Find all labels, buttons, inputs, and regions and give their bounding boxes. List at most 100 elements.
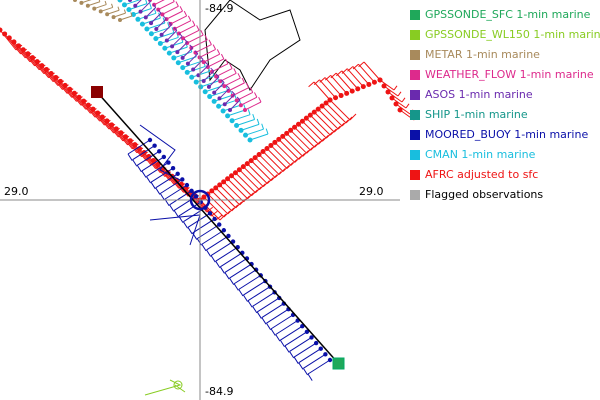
observation-dot: [127, 138, 133, 144]
observation-dot: [6, 35, 12, 41]
wind-barb-flag: [247, 192, 254, 200]
wind-barb: [220, 252, 243, 268]
wind-barb: [164, 184, 188, 200]
observation-dot: [393, 101, 399, 107]
wind-barb: [290, 129, 311, 151]
wind-barb: [132, 145, 155, 161]
wind-barb: [231, 114, 251, 122]
wind-barb-flag: [270, 174, 278, 181]
wind-barb-flag: [405, 103, 410, 109]
wind-barb: [240, 123, 260, 131]
observation-dot: [144, 26, 150, 32]
wind-barb: [211, 63, 229, 73]
wind-barb: [219, 88, 230, 99]
legend-swatch: [410, 90, 420, 100]
observation-dot: [30, 55, 36, 61]
observation-dot: [148, 31, 154, 37]
observation-dot: [149, 21, 154, 26]
wind-barb-flag: [224, 272, 230, 280]
wind-barb: [352, 66, 370, 85]
wind-barb-flag: [172, 0, 175, 2]
observation-dot: [157, 40, 163, 46]
wind-barb: [196, 224, 220, 240]
wind-barb: [298, 348, 322, 364]
wind-barb-flag: [298, 362, 304, 370]
observation-dot: [344, 90, 350, 96]
wind-barb: [171, 35, 183, 47]
observation-dot: [147, 137, 153, 143]
wind-barb-flag: [229, 63, 233, 69]
observation-dot: [53, 74, 59, 80]
observation-dot: [213, 185, 219, 191]
observation-dot: [222, 84, 227, 89]
wind-barb-flag: [302, 150, 310, 157]
wind-barb-flag: [229, 277, 235, 285]
wind-barb-flag: [319, 77, 326, 83]
wind-barb: [229, 263, 252, 279]
wind-barb: [298, 123, 319, 145]
wind-barb: [280, 325, 303, 341]
wind-barb-flag: [219, 266, 225, 274]
wind-barb: [258, 154, 280, 175]
wind-barb: [151, 27, 170, 35]
wind-barb-flag: [187, 227, 193, 235]
wind-barb: [207, 193, 229, 215]
observation-dot: [20, 47, 26, 53]
observation-dot: [225, 113, 231, 119]
wind-barb-flag: [204, 34, 208, 41]
wind-barb-flag: [286, 162, 294, 169]
wind-barb: [209, 90, 228, 98]
wind-barb-flag: [162, 15, 167, 20]
observation-dot: [184, 182, 190, 188]
wind-barb-flag: [262, 180, 270, 188]
wind-barb-flag: [196, 238, 202, 246]
wind-barb-flag: [159, 193, 165, 201]
wind-barb-flag: [236, 96, 241, 101]
wind-barb-flag: [136, 165, 142, 173]
wind-barb: [219, 184, 241, 206]
wind-barb-flag: [210, 255, 216, 263]
wind-barb-flag: [358, 61, 365, 68]
observation-dot: [280, 133, 286, 139]
observation-dot: [85, 102, 91, 108]
observation-dot: [113, 126, 119, 132]
observation-dot: [135, 16, 141, 22]
wind-barb: [182, 61, 201, 69]
wind-barb-flag: [243, 195, 250, 203]
legend-swatch: [410, 110, 420, 120]
observation-dot: [166, 50, 172, 56]
observation-dot: [157, 149, 162, 154]
wind-barb: [106, 9, 120, 15]
observation-dot: [304, 329, 310, 334]
wind-barb-flag: [341, 68, 348, 74]
wind-barb: [200, 80, 219, 88]
observation-dot: [206, 84, 211, 89]
wind-barb: [187, 65, 206, 73]
observation-dot: [152, 143, 157, 148]
legend-swatch: [410, 50, 420, 60]
wind-barb-flag: [210, 67, 215, 72]
wind-barb-flag: [336, 70, 343, 77]
wind-barb: [395, 103, 411, 115]
wind-barb: [231, 175, 252, 197]
observation-dot: [284, 130, 290, 136]
wind-barb-flag: [141, 170, 147, 178]
track-end: [332, 357, 345, 370]
observation-dot: [90, 106, 96, 112]
wind-barb: [208, 76, 220, 88]
observation-dot: [226, 233, 231, 239]
wind-barb: [266, 308, 289, 324]
wind-barb-flag: [270, 328, 276, 336]
wind-barb: [244, 101, 262, 111]
observation-dot: [209, 188, 215, 194]
wind-barb: [313, 81, 331, 101]
wind-barb-flag: [241, 77, 245, 84]
observation-dot: [315, 106, 321, 112]
observation-dot: [117, 0, 123, 3]
wind-barb: [341, 70, 359, 90]
observation-dot: [184, 69, 190, 75]
observation-dot: [381, 83, 387, 89]
wind-barb-flag: [333, 125, 341, 133]
wind-barb: [227, 109, 246, 117]
wind-barb-flag: [247, 109, 251, 115]
